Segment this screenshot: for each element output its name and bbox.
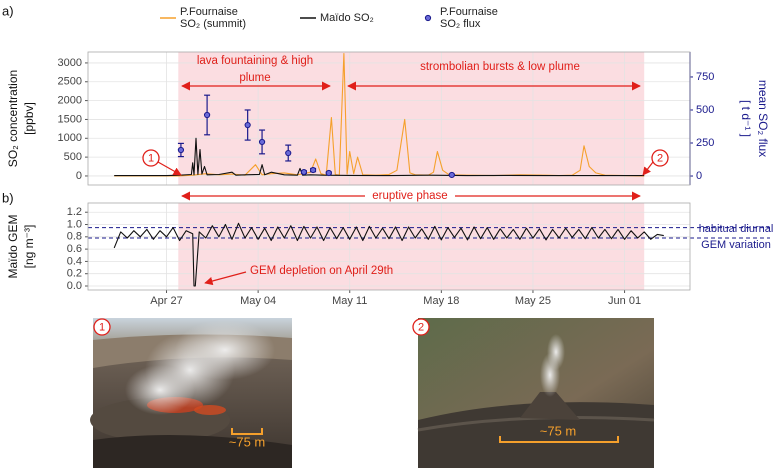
y2-tick-label: 0 [696,170,702,182]
y2-axis-label: mean SO₂ flux [756,80,770,157]
marker-label: 1 [148,152,154,164]
y-tick-label: 1000 [58,132,82,144]
flux-point [244,121,251,129]
photo-label: 2 [418,321,424,333]
x-tick-label: May 25 [515,295,551,307]
marker-circle [142,149,160,167]
arrow [642,161,654,176]
x-tick-label: Jun 01 [608,295,641,307]
y2-tick-label: 500 [696,104,714,116]
photo-label: 1 [99,321,105,333]
x-tick-label: Apr 27 [150,295,182,307]
series-group [113,222,664,287]
reference-label: habitual diurnal [699,223,774,235]
y-tick-label: 2500 [58,76,82,88]
photo-scale: ~75 m [540,423,577,438]
y-tick-label: 2000 [58,95,82,107]
plot-frame [87,51,691,186]
marker-circle [651,149,669,167]
y-tick-label: 0.4 [67,255,82,267]
flux-point [300,168,308,176]
y-tick-label: 500 [64,151,82,163]
legend-symbol [424,14,432,22]
series-group [114,52,645,179]
y2-axis-label: [ t d⁻¹ ] [739,100,753,137]
arrow [157,161,182,176]
x-tick-label: May 04 [240,295,276,307]
y2-tick-label: 750 [696,71,714,83]
photo-2: 2 ~75 m [412,318,655,468]
annotation: lava fountaining & high plume [196,55,314,84]
series-line [113,222,664,287]
photo-1: 1 ~75 m [90,318,292,468]
y-tick-label: 3000 [58,57,82,69]
highlight [178,52,645,185]
flux-point [285,149,292,157]
flux-point [309,166,317,174]
reference-label: GEM variation [701,239,771,251]
y-axis-label: [ng m⁻³] [22,225,36,269]
flux-point [258,138,266,146]
y-tick-label: 1.2 [67,206,82,218]
y-tick-label: 0 [76,170,82,182]
y-tick-label: 0.6 [67,243,82,255]
annotation: eruptive phase [365,190,455,202]
flux-point [177,146,185,154]
y-tick-label: 0.0 [67,280,82,292]
legend-label: P.Fournaise SO₂ (summit) [180,6,246,30]
y2-tick-label: 250 [696,137,714,149]
x-tick-label: May 11 [332,295,367,307]
panel-label: a) [2,3,14,18]
legend-label: Maïdo SO₂ [320,12,374,24]
x-tick-label: May 18 [423,295,459,307]
y-axis-label: Maïdo GEM [6,214,20,278]
flux-point [448,171,455,179]
plot-1: 0.00.20.40.60.81.01.2 Apr 27 May 04 May 11 M… [2,190,773,306]
arrow [204,271,247,286]
annotation: GEM depletion on April 29th [250,265,393,277]
y-tick-label: 0.2 [67,268,82,280]
y-axis-label: [ppbv] [22,102,36,135]
highlight [178,203,645,290]
y-tick-label: 1.0 [67,218,82,230]
y-axis-label: SO₂ concentration [6,70,20,167]
photo-scale: ~75 m [229,434,266,449]
y-tick-label: 1500 [58,113,82,125]
marker-label: 2 [657,152,663,164]
y-tick-label: 0.8 [67,231,82,243]
plot-frame [87,202,691,291]
flux-point [203,111,211,119]
legend-label: P.Fournaise SO₂ flux [440,6,498,30]
series-line [114,137,645,177]
annotation: strombolian bursts & low plume [420,61,580,73]
panel-label: b) [2,190,14,205]
flux-point [325,169,332,177]
plot-0: 0 500 1000 1500 2000 2500 3000 0 250 500 750 mean S… [2,3,770,201]
